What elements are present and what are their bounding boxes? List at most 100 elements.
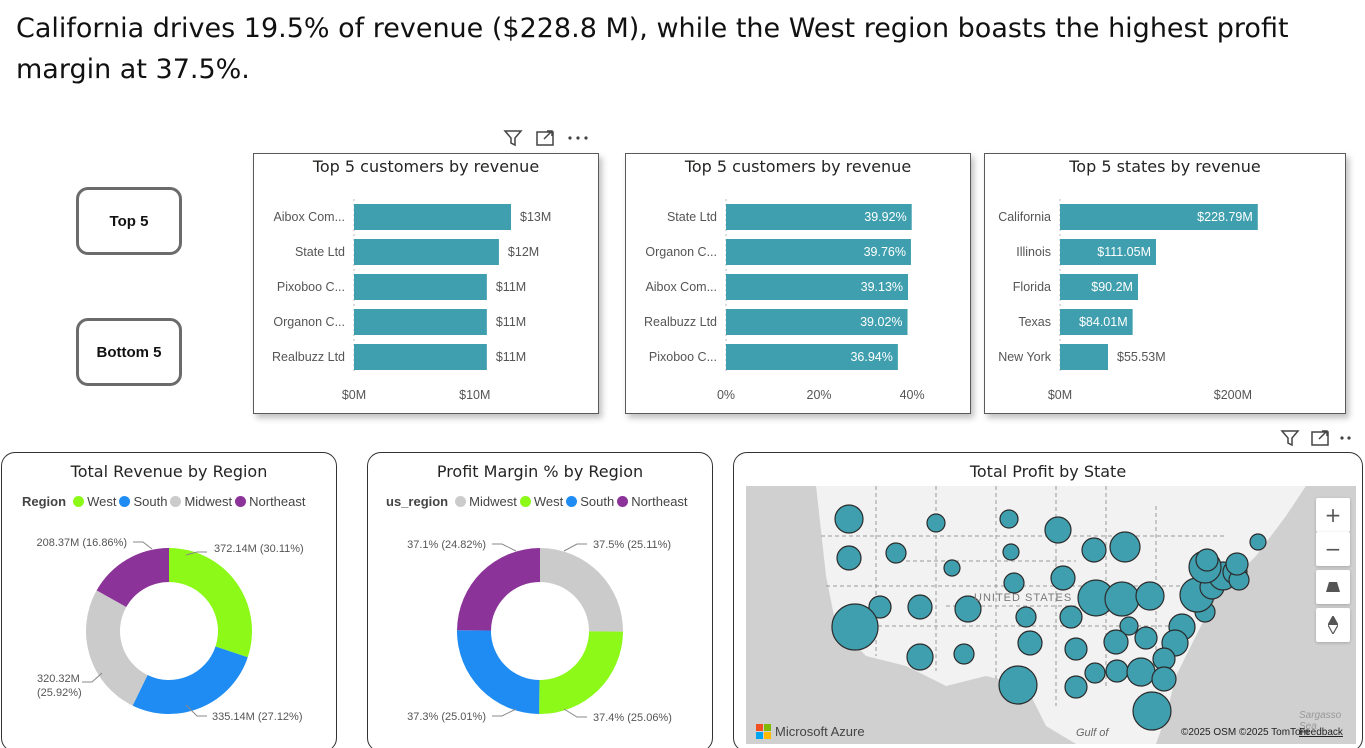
state-bubble[interactable] — [1132, 691, 1172, 731]
legend-item[interactable]: West — [517, 494, 563, 509]
bar[interactable] — [354, 309, 487, 335]
donut-slice[interactable] — [85, 590, 148, 706]
donut-chart-svg: 37.5% (25.11%) 37.4% (25.06%) 37.3% (25.01… — [407, 539, 672, 724]
data-label: $228.79M — [1197, 210, 1253, 224]
chart-title: Top 5 customers by revenue — [312, 157, 540, 176]
donut-slice[interactable] — [539, 631, 623, 714]
legend-item[interactable]: Northeast — [232, 494, 306, 509]
tick-label: $200M — [1214, 388, 1252, 402]
bar[interactable] — [354, 344, 487, 370]
gulf-label: Gulf of — [1076, 727, 1109, 739]
map-canvas[interactable]: UNITED STATES Gulf of Sargasso Sea + − M… — [746, 486, 1356, 744]
focus-mode-icon[interactable] — [535, 128, 555, 152]
bottom-5-button[interactable]: Bottom 5 — [76, 318, 182, 386]
donut-slice[interactable] — [457, 630, 540, 714]
bar[interactable] — [1060, 309, 1133, 335]
bar-chart-top-states-revenue[interactable]: Top 5 states by revenue California $228.7… — [984, 153, 1346, 414]
bar[interactable] — [726, 204, 912, 230]
map-filter-icon[interactable] — [1280, 428, 1300, 452]
state-bubble[interactable] — [1109, 531, 1141, 563]
state-bubble[interactable] — [1119, 616, 1139, 636]
state-bubble[interactable] — [1134, 626, 1158, 650]
map-more-options-icon[interactable] — [1340, 428, 1354, 452]
state-bubble[interactable] — [1050, 565, 1076, 591]
legend-item[interactable]: Midwest — [452, 494, 517, 509]
bar[interactable] — [726, 344, 898, 370]
donut-slice[interactable] — [169, 548, 252, 658]
state-bubble[interactable] — [1003, 572, 1025, 594]
state-bubble[interactable] — [943, 559, 961, 577]
zoom-in-button[interactable]: + — [1316, 498, 1350, 532]
state-bubble[interactable] — [834, 504, 864, 534]
bar[interactable] — [1060, 204, 1258, 230]
state-bubble[interactable] — [868, 595, 892, 619]
state-bubble[interactable] — [831, 603, 879, 651]
donut-slice[interactable] — [457, 548, 540, 631]
tilt-button[interactable] — [1316, 570, 1350, 604]
state-bubble[interactable] — [954, 595, 982, 623]
donut-total-revenue-by-region[interactable]: Total Revenue by Region Region West South M… — [1, 452, 337, 748]
bar-chart-top-customers-revenue[interactable]: Top 5 customers by revenue Aibox Com... $… — [253, 153, 599, 414]
state-bubble[interactable] — [1059, 605, 1083, 629]
state-bubble[interactable] — [1225, 552, 1249, 576]
state-bubble[interactable] — [836, 545, 862, 571]
donut-slice[interactable] — [540, 548, 623, 632]
state-bubble[interactable] — [999, 509, 1019, 529]
legend-item[interactable]: Midwest — [167, 494, 232, 509]
bar[interactable] — [1060, 344, 1109, 370]
more-options-icon[interactable] — [567, 128, 589, 152]
state-bubble[interactable] — [1126, 657, 1156, 687]
state-bubble[interactable] — [1195, 548, 1219, 572]
compass-button[interactable] — [1316, 608, 1350, 642]
state-bubble[interactable] — [1103, 629, 1129, 655]
data-label: 39.76% — [864, 245, 906, 259]
feedback-link[interactable]: Feedback — [1299, 727, 1343, 738]
bar[interactable] — [1060, 239, 1157, 265]
donut-slice[interactable] — [96, 548, 169, 608]
filter-icon[interactable] — [503, 128, 523, 152]
bar[interactable] — [726, 274, 909, 300]
state-bubble[interactable] — [1017, 630, 1043, 656]
state-bubble[interactable] — [906, 643, 934, 671]
state-bubble[interactable] — [1249, 533, 1267, 551]
state-bubble[interactable] — [1084, 662, 1106, 684]
state-bubble[interactable] — [1064, 637, 1088, 661]
ocean-shape — [746, 486, 1076, 744]
legend-item[interactable]: South — [563, 494, 614, 509]
slice-label: 372.14M (30.11%) — [214, 543, 304, 555]
zoom-out-button[interactable]: − — [1316, 532, 1350, 566]
state-bubble[interactable] — [885, 542, 907, 564]
slice-label: 208.37M (16.86%) — [37, 537, 128, 549]
state-bubble[interactable] — [1135, 581, 1165, 611]
state-bubble[interactable] — [1015, 606, 1037, 628]
bar[interactable] — [1060, 274, 1138, 300]
state-bubble[interactable] — [1104, 581, 1140, 617]
state-bubble[interactable] — [1081, 537, 1107, 563]
state-bubble[interactable] — [998, 665, 1038, 705]
bar[interactable] — [354, 204, 512, 230]
legend-item[interactable]: Northeast — [614, 494, 688, 509]
bar[interactable] — [726, 239, 911, 265]
state-bubble[interactable] — [1151, 666, 1177, 692]
state-bubble[interactable] — [1105, 659, 1129, 683]
bar[interactable] — [354, 274, 487, 300]
chart-title: Top 5 states by revenue — [1069, 157, 1261, 176]
legend-item[interactable]: West — [70, 494, 116, 509]
map-focus-mode-icon[interactable] — [1310, 428, 1330, 452]
data-label: $11M — [496, 280, 526, 294]
state-bubble[interactable] — [926, 513, 946, 533]
tick-label: 0% — [717, 388, 735, 402]
category-label: State Ltd — [667, 210, 717, 224]
state-bubble[interactable] — [907, 594, 933, 620]
state-bubble[interactable] — [1002, 543, 1020, 561]
state-bubble[interactable] — [1064, 675, 1088, 699]
donut-profit-margin-by-region[interactable]: Profit Margin % by Region us_region Midwe… — [367, 452, 713, 748]
legend-item[interactable]: South — [116, 494, 167, 509]
donut-slice[interactable] — [132, 646, 248, 714]
state-bubble[interactable] — [953, 643, 975, 665]
state-bubble[interactable] — [1044, 516, 1072, 544]
bar[interactable] — [354, 239, 499, 265]
bar-chart-top-customers-margin[interactable]: Top 5 customers by revenue State Ltd 39.9… — [625, 153, 971, 414]
top-5-button[interactable]: Top 5 — [76, 187, 182, 255]
bar[interactable] — [726, 309, 908, 335]
